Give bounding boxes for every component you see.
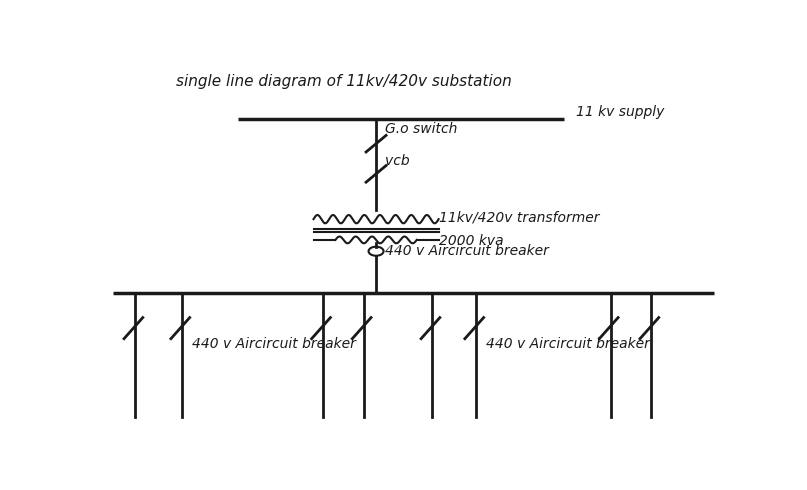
Text: single line diagram of 11kv/420v substation: single line diagram of 11kv/420v substat… <box>176 74 512 89</box>
Text: vcb: vcb <box>386 154 410 168</box>
Text: 11kv/420v transformer: 11kv/420v transformer <box>439 210 599 224</box>
Text: G.o switch: G.o switch <box>386 122 458 136</box>
Text: 440 v Aircircuit breaker: 440 v Aircircuit breaker <box>486 337 650 351</box>
Text: 2000 kva: 2000 kva <box>439 234 504 248</box>
Text: 440 v Aircircuit breaker: 440 v Aircircuit breaker <box>386 244 550 258</box>
Text: 11 kv supply: 11 kv supply <box>576 105 665 119</box>
Text: 440 v Aircircuit breaker: 440 v Aircircuit breaker <box>191 337 355 351</box>
